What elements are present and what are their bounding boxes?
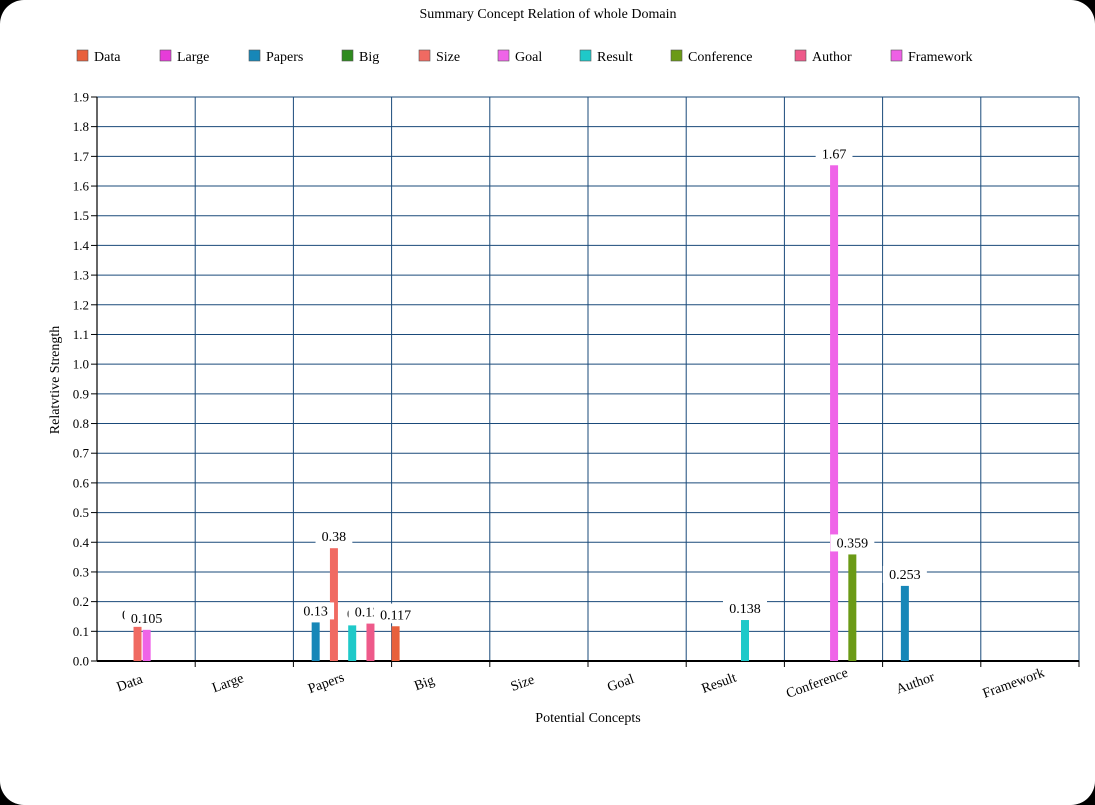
data-label: 0.117 (380, 608, 411, 623)
y-tick-label: 1.9 (73, 90, 89, 105)
x-axis: Data Large Papers Big Size Goal Result Conferen… (97, 660, 1080, 702)
x-tick-label: Large (210, 671, 246, 696)
y-tick-label: 1.7 (73, 149, 90, 164)
bar (391, 626, 400, 661)
y-tick-label: 1.6 (73, 179, 90, 194)
y-tick-label: 0.6 (73, 475, 90, 490)
y-tick-label: 0.4 (73, 535, 90, 550)
y-tick-label: 0.1 (73, 624, 89, 639)
y-tick-label: 1.4 (73, 238, 90, 253)
y-tick-label: 1.8 (73, 119, 89, 134)
legend-swatch (670, 49, 683, 62)
y-tick-label: 0.5 (73, 505, 89, 520)
legend-label: Conference (688, 50, 753, 65)
bar (848, 554, 857, 661)
y-tick-label: 0.0 (73, 654, 89, 669)
y-tick-label: 1.0 (73, 357, 89, 372)
y-axis: 0.0 0.1 0.2 0.3 0.4 0.5 0.6 0.7 0.8 0.9 1.0 1.1 1.2 1… (73, 90, 98, 669)
legend-swatch (76, 49, 89, 62)
bar (133, 626, 142, 661)
data-label: 0.253 (889, 568, 921, 583)
legend-swatch (248, 49, 261, 62)
bar (366, 623, 375, 661)
data-label: 0.105 (131, 612, 163, 627)
data-label: 0.13 (303, 604, 328, 619)
y-tick-label: 0.8 (73, 416, 89, 431)
data-label-bg (373, 606, 418, 624)
x-tick-label: Author (894, 670, 937, 698)
legend-label: Author (812, 50, 852, 65)
legend-label: Size (436, 50, 460, 65)
legend-swatch (159, 49, 172, 62)
legend: Data Large Papers Big Size Goal Result Conferen… (76, 49, 973, 65)
chart-title: Summary Concept Relation of whole Domain (419, 7, 676, 22)
x-tick-label: Framework (981, 666, 1047, 702)
legend-label: Papers (266, 50, 303, 65)
legend-swatch (341, 49, 354, 62)
y-tick-label: 0.2 (73, 594, 89, 609)
bars (133, 165, 909, 661)
y-tick-label: 0.9 (73, 386, 89, 401)
y-axis-title: Relatvtive Strength (48, 326, 63, 434)
y-tick-label: 0.3 (73, 564, 89, 579)
legend-label: Data (94, 50, 121, 65)
legend-label: Goal (515, 50, 542, 65)
data-label-bg (315, 528, 353, 546)
x-axis-title: Potential Concepts (535, 711, 640, 726)
data-label-bg (830, 534, 875, 552)
y-tick-label: 1.1 (73, 327, 89, 342)
legend-label: Large (177, 50, 209, 65)
legend-swatch (497, 49, 510, 62)
bar (348, 625, 357, 661)
data-label-bg (815, 145, 853, 163)
data-label-bg (124, 609, 169, 627)
legend-swatch (794, 49, 807, 62)
bar (741, 620, 749, 661)
y-tick-label: 1.2 (73, 297, 89, 312)
y-tick-label: 1.3 (73, 268, 89, 283)
data-label-bg (297, 602, 335, 620)
bar (900, 585, 909, 661)
x-tick-label: Data (115, 672, 146, 695)
bar (830, 165, 839, 661)
data-label: 0.38 (322, 530, 347, 545)
x-tick-label: Size (509, 673, 537, 695)
data-label: 0.138 (729, 602, 761, 617)
legend-label: Framework (908, 50, 973, 65)
legend-swatch (418, 49, 431, 62)
data-label-bg (723, 600, 767, 618)
legend-swatch (890, 49, 903, 62)
data-label-bg (882, 565, 927, 583)
y-tick-label: 0.7 (73, 446, 90, 461)
bar (142, 629, 151, 661)
data-label: 1.67 (822, 147, 847, 162)
bar (311, 622, 320, 661)
data-label: 0.359 (837, 536, 869, 551)
x-tick-label: Goal (606, 672, 637, 695)
x-tick-label: Papers (306, 670, 346, 697)
x-tick-label: Conference (784, 666, 850, 702)
grid (97, 96, 1080, 661)
legend-swatch (579, 49, 592, 62)
x-tick-label: Result (700, 671, 739, 697)
y-tick-label: 1.5 (73, 208, 89, 223)
legend-label: Big (359, 50, 379, 65)
data-labels: 0.1160.1050.130.380.0.1260.1170.1381.670… (115, 145, 927, 627)
x-tick-label: Big (412, 673, 436, 694)
legend-label: Result (597, 50, 633, 65)
